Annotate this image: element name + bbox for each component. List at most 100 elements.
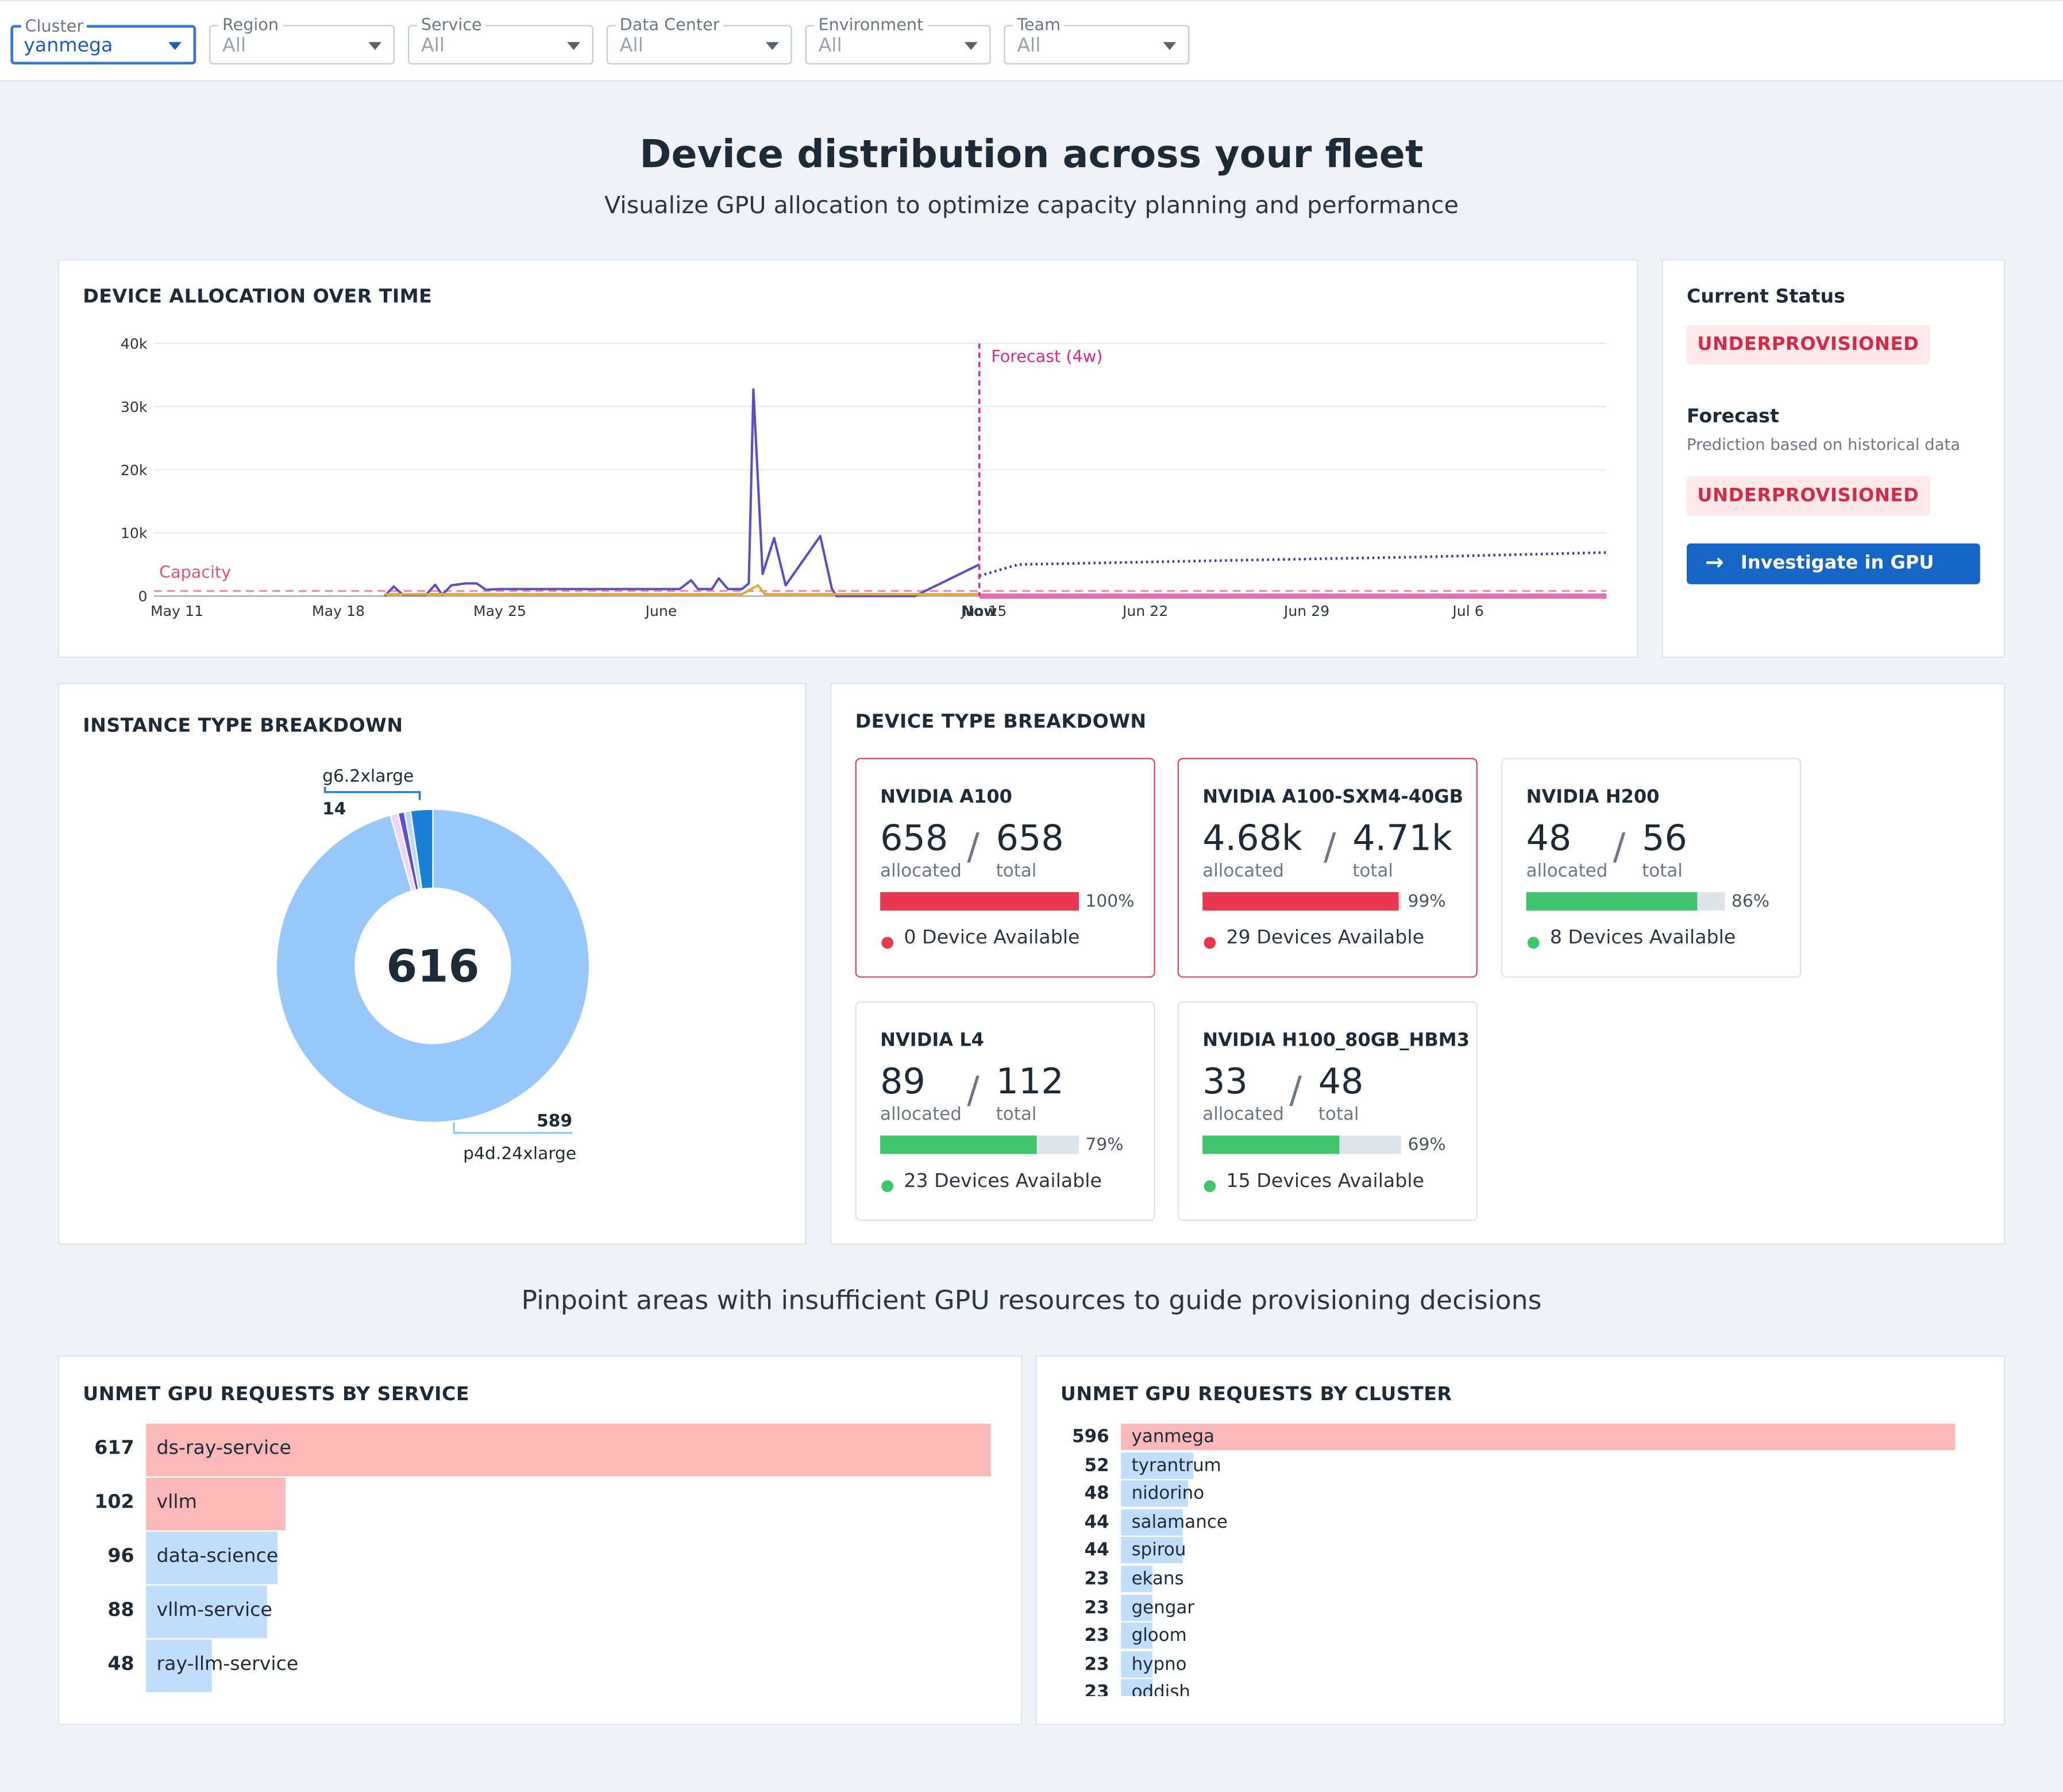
device-card[interactable]: NVIDIA A100 658 allocated/658 total 100% 0 De… [855, 758, 1155, 978]
status-dot-icon [1204, 1180, 1216, 1192]
investigate-button[interactable]: → Investigate in GPU Fleet [1687, 543, 1980, 615]
allocated-label: allocated [1526, 860, 1608, 882]
device-panel: DEVICE TYPE BREAKDOWN NVIDIA A100 658 allo… [830, 683, 2006, 1245]
device-name: NVIDIA A100-SXM4-40GB [1202, 787, 1464, 808]
unmet-cluster-panel: UNMET GPU REQUESTS BY CLUSTER 596 yanmega… [1035, 1355, 2006, 1725]
bar-label: hypno [1131, 1654, 1187, 1675]
allocated-label: allocated [1202, 1104, 1285, 1126]
x-tick-label: Jun 29 [1283, 603, 1329, 619]
allocated-label: allocated [880, 1104, 962, 1126]
bar [1121, 1423, 1956, 1450]
bar-value: 44 [1084, 1511, 1109, 1533]
bar-row[interactable]: 96 data-science [59, 1531, 990, 1585]
allocated-count: 33 [1202, 1062, 1248, 1103]
bar-label: gloom [1131, 1625, 1187, 1647]
caret-down-icon [567, 42, 580, 51]
utilization-bar [880, 1135, 1079, 1154]
environment-filter[interactable]: Environment All [805, 15, 991, 65]
utilization-percent: 86% [1731, 892, 1770, 912]
filter-label: Service [417, 15, 486, 34]
bar-row[interactable]: 617 ds-ray-service [59, 1423, 991, 1477]
forecast-status-badge: UNDERPROVISIONED [1687, 476, 1930, 516]
bar-label: vllm [156, 1492, 197, 1513]
bar-row[interactable]: 23 gengar [1037, 1594, 1956, 1621]
donut-slice[interactable] [410, 808, 434, 890]
bar-row[interactable]: 23 ekans [1037, 1566, 1956, 1593]
bar [1121, 1594, 1154, 1621]
team-filter[interactable]: Team All [1004, 15, 1190, 65]
utilization-fill [880, 1135, 1038, 1154]
donut-slice[interactable] [275, 808, 591, 1123]
divider-slash: / [1613, 824, 1626, 869]
bar-row[interactable]: 23 hypno [1037, 1651, 1956, 1678]
bar-row[interactable]: 48 ray-llm-service [59, 1639, 990, 1693]
current-status-badge: UNDERPROVISIONED [1687, 325, 1930, 365]
x-tick-label: Now [962, 603, 997, 619]
utilization-fill [1202, 1135, 1340, 1154]
device-card[interactable]: NVIDIA A100-SXM4-40GB 4.68k allocated / 4.71… [1177, 758, 1478, 978]
filter-label: Cluster [21, 17, 88, 36]
device-card[interactable]: NVIDIA L4 89 allocated/ 112 total 79% 23 Devic… [855, 1001, 1155, 1221]
bar-row[interactable]: 596 yanmega [1037, 1423, 1956, 1450]
x-tick-label: June [644, 603, 677, 619]
unmet-cluster-scroll[interactable]: 596 yanmega 52 tyrantrum 48 nidorino 44 salaman… [1037, 1423, 2004, 1697]
bar-label: vllm-service [156, 1600, 272, 1621]
bar [1121, 1651, 1154, 1678]
device-card[interactable]: NVIDIA H100_80GB_HBM3 33 allocated/ 48 total… [1177, 1001, 1478, 1221]
bar-label: gengar [1131, 1597, 1195, 1618]
bar-label: oddish [1131, 1682, 1191, 1697]
devices-available: 0 Device Available [904, 927, 1080, 949]
allocation-title: DEVICE ALLOCATION OVER TIME [83, 287, 433, 308]
allocated-count: 4.68k [1202, 818, 1302, 860]
x-tick-label: Jun 15 [960, 603, 1007, 619]
series-line-1 [383, 388, 980, 598]
instance-donut-chart[interactable]: 616 g6.2xlarge 14 589 p4d.24xlarge [59, 684, 805, 1243]
device-name: NVIDIA H100_80GB_HBM3 [1202, 1030, 1470, 1051]
y-tick-label: 0 [138, 588, 147, 605]
x-tick-label: Jul 6 [1451, 603, 1483, 619]
total-count: 112 [996, 1062, 1064, 1103]
unmet-cluster-title: UNMET GPU REQUESTS BY CLUSTER [1060, 1384, 1452, 1405]
slice-label-g6: g6.2xlarge [322, 766, 414, 786]
device-name: NVIDIA A100 [880, 787, 1012, 808]
bar-row[interactable]: 52 tyrantrum [1037, 1452, 1956, 1479]
slice-value-p4d: 589 [537, 1111, 572, 1131]
region-filter[interactable]: Region All [209, 15, 395, 65]
bar [1121, 1480, 1189, 1507]
arrow-right-icon: → [1705, 550, 1724, 577]
forecast-label: Forecast (4w) [991, 346, 1102, 366]
utilization-fill [880, 892, 1079, 911]
caret-down-icon [964, 42, 978, 51]
total-count: 4.71k [1352, 818, 1452, 860]
bar-value: 102 [94, 1492, 134, 1513]
total-label: total [1318, 1104, 1359, 1126]
utilization-percent: 100% [1085, 892, 1135, 912]
device-card[interactable]: NVIDIA H200 48 allocated/ 56 total 86% 8 Devic… [1501, 758, 1802, 978]
bar-value: 88 [107, 1600, 134, 1621]
bar-row[interactable]: 23 gloom [1037, 1623, 1956, 1650]
data-center-filter[interactable]: Data Center All [606, 15, 792, 65]
status-dot-icon [881, 937, 894, 949]
bar [1121, 1509, 1183, 1536]
x-tick-label: Jun 22 [1121, 603, 1168, 619]
bar-value: 23 [1084, 1654, 1109, 1675]
bar-row[interactable]: 48 nidorino [1037, 1480, 1956, 1507]
device-name: NVIDIA L4 [880, 1030, 984, 1051]
bar-row[interactable]: 88 vllm-service [59, 1585, 990, 1639]
forecast-subtitle: Prediction based on historical data [1687, 436, 1961, 454]
utilization-bar [1526, 892, 1725, 911]
bar-row[interactable]: 102 vllm [59, 1477, 990, 1531]
cluster-filter[interactable]: Cluster yanmega [10, 17, 196, 65]
bar-row[interactable]: 44 spirou [1037, 1537, 1956, 1564]
bar-value: 48 [107, 1654, 134, 1675]
filter-label: Data Center [615, 15, 724, 34]
leader-line [453, 1122, 573, 1134]
status-panel: Current Status UNDERPROVISIONED Forecast… [1661, 259, 2006, 658]
filter-value: All [421, 35, 445, 57]
bar-row[interactable]: 23 oddish [1037, 1679, 1956, 1697]
bar-value: 52 [1084, 1455, 1109, 1476]
instance-title: INSTANCE TYPE BREAKDOWN [83, 715, 403, 737]
bar-row[interactable]: 44 salamance [1037, 1509, 1956, 1536]
service-filter[interactable]: Service All [407, 15, 593, 65]
